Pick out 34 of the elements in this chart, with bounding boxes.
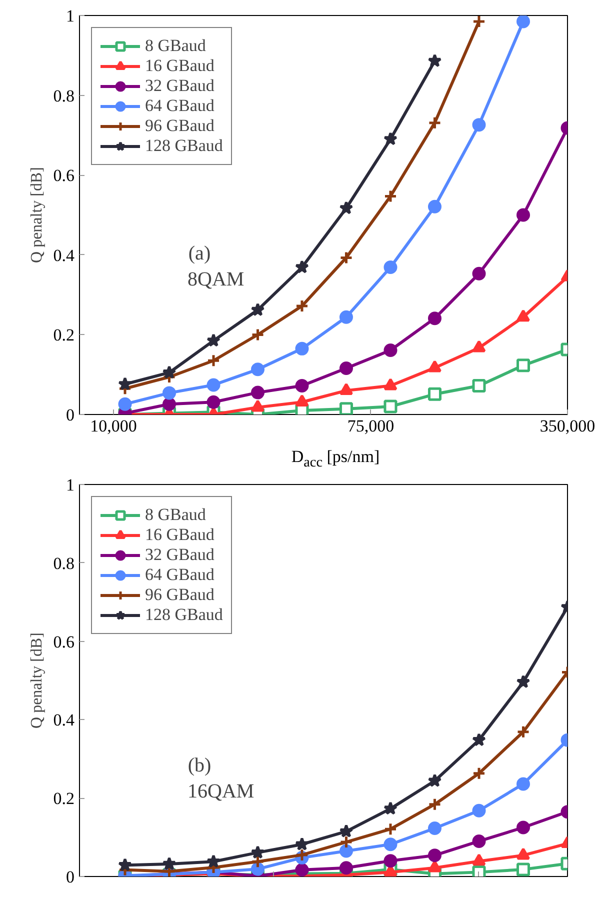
legend-label: 128 GBaud bbox=[145, 605, 223, 625]
x-tick-label: 350,000 bbox=[540, 416, 596, 436]
y-tick-label: 1 bbox=[66, 476, 74, 494]
legend-label: 8 GBaud bbox=[145, 505, 206, 525]
annotation: (b) bbox=[188, 754, 212, 776]
x-axis-title: D$_{acc}$ [ps/nm] bbox=[290, 446, 381, 472]
y-tick-label: 0 bbox=[66, 406, 74, 424]
y-tick-label: 0.8 bbox=[53, 554, 74, 573]
legend-label: 96 GBaud bbox=[145, 116, 214, 136]
y-tick-label: 0 bbox=[66, 868, 74, 886]
legend-label: 96 GBaud bbox=[145, 585, 214, 605]
y-tick-label: 0.8 bbox=[53, 86, 74, 106]
annotation: 16QAM bbox=[188, 780, 254, 802]
y-axis-title: Q penalty [dB] bbox=[28, 632, 46, 728]
y-tick-label: 0.6 bbox=[53, 166, 74, 186]
annotation: (a) bbox=[188, 242, 211, 264]
y-axis-title: Q penalty [dB] bbox=[28, 167, 46, 263]
y-tick-label: 0.2 bbox=[53, 326, 74, 345]
legend-label: 128 GBaud bbox=[145, 136, 223, 156]
legend-label: 32 GBaud bbox=[145, 545, 214, 565]
legend-label: 16 GBaud bbox=[145, 56, 214, 76]
x-tick-label: 10,000 bbox=[90, 416, 137, 436]
y-tick-label: 0.4 bbox=[53, 246, 75, 265]
legend-label: 64 GBaud bbox=[145, 565, 214, 585]
y-tick-label: 1 bbox=[66, 6, 74, 26]
y-tick-label: 0.6 bbox=[53, 632, 74, 652]
y-tick-label: 0.2 bbox=[53, 789, 74, 808]
legend-label: 32 GBaud bbox=[145, 76, 214, 96]
x-tick-label: 75,000 bbox=[347, 416, 394, 436]
legend-label: 64 GBaud bbox=[145, 96, 214, 116]
y-tick-label: 0.4 bbox=[53, 710, 75, 730]
annotation: 8QAM bbox=[188, 268, 244, 290]
legend-label: 16 GBaud bbox=[145, 525, 214, 545]
legend-label: 8 GBaud bbox=[145, 36, 206, 56]
